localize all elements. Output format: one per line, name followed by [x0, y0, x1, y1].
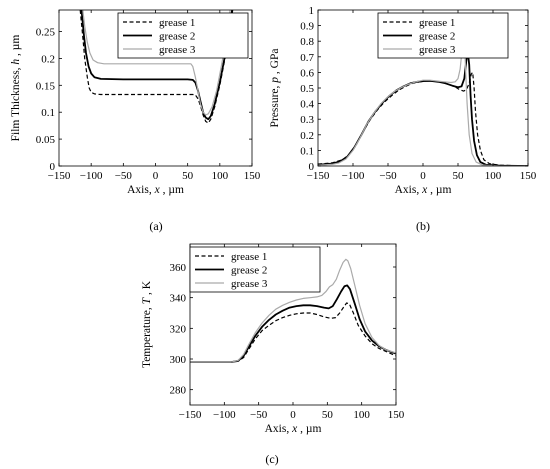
legend-label: grease 3 — [419, 44, 456, 56]
x-tick-label: −150 — [48, 170, 71, 182]
y-tick-label: 0 — [50, 161, 56, 173]
x-tick-label: 100 — [212, 170, 229, 182]
x-tick-label: 150 — [520, 170, 537, 182]
series-line-grease-2 — [80, 10, 233, 121]
y-tick-label: 280 — [170, 385, 187, 397]
legend-label: grease 2 — [231, 265, 267, 277]
y-tick-label: 0 — [309, 161, 315, 173]
x-tick-label: 0 — [420, 170, 426, 182]
legend-label: grease 1 — [419, 17, 455, 29]
legend-label: grease 3 — [231, 278, 268, 290]
x-tick-label: −50 — [250, 409, 268, 421]
x-tick-label: −100 — [213, 409, 236, 421]
y-tick-label: 300 — [170, 354, 187, 366]
x-tick-label: −100 — [342, 170, 365, 182]
series-line-grease-3 — [82, 10, 231, 116]
panel-a-chart: −150 −100 −50 0 50 100 150 0 0.05 0.1 0.15 0.2 0.25 A… — [10, 9, 261, 233]
y-tick-label: 360 — [170, 262, 187, 274]
y-tick-label: 0.5 — [300, 83, 314, 95]
panel-b-caption: (b) — [416, 219, 430, 233]
x-axis-label: Axis, x , µm — [127, 184, 184, 196]
y-tick-label: 0.2 — [300, 130, 314, 142]
y-tick-label: 0.6 — [300, 67, 314, 79]
y-axis-label: Pressure, p , GPa — [269, 49, 281, 128]
y-tick-label: 0.1 — [300, 145, 314, 157]
y-tick-label: 0.3 — [300, 114, 314, 126]
x-tick-label: 50 — [453, 170, 465, 182]
series-line-grease-1 — [190, 302, 396, 363]
y-tick-label: 1 — [309, 5, 315, 17]
y-axis-label: Film Thickness, h , µm — [10, 35, 22, 142]
legend-label: grease 2 — [419, 31, 455, 43]
series-line-grease-3 — [190, 258, 396, 363]
legend-label: grease 3 — [159, 44, 196, 56]
legend-label: grease 1 — [231, 251, 267, 263]
x-tick-label: −150 — [179, 409, 202, 421]
series-line-grease-1 — [318, 71, 528, 166]
x-tick-label: 100 — [485, 170, 502, 182]
y-tick-label: 340 — [170, 293, 187, 305]
y-tick-label: 0.8 — [300, 36, 314, 48]
x-tick-label: −50 — [379, 170, 397, 182]
legend-label: grease 2 — [159, 31, 195, 43]
y-axis-label: Temperature, T , K — [141, 280, 153, 368]
x-axis-label: Axis, x , µm — [265, 423, 322, 435]
y-tick-label: 0.05 — [36, 134, 56, 146]
x-tick-label: 100 — [353, 409, 370, 421]
panel-b-chart: −150 −100 −50 0 50 100 150 0 0.1 0.2 0.3 0.4 0.5 0.6 0… — [269, 5, 537, 233]
x-tick-label: 0 — [290, 409, 296, 421]
legend-label: grease 1 — [159, 17, 195, 29]
x-tick-label: −150 — [307, 170, 330, 182]
y-tick-label: 320 — [170, 323, 187, 335]
y-tick-label: 0.7 — [300, 52, 314, 64]
series-line-grease-2 — [190, 284, 396, 363]
x-tick-label: −50 — [115, 170, 133, 182]
x-tick-label: 50 — [322, 409, 334, 421]
x-tick-label: 50 — [182, 170, 194, 182]
y-tick-label: 0.9 — [300, 21, 314, 33]
series-line-grease-3 — [318, 26, 528, 166]
x-tick-label: −100 — [80, 170, 103, 182]
x-axis-label: Axis, x , µm — [395, 184, 452, 196]
y-tick-label: 0.4 — [300, 99, 314, 111]
panel-a-caption: (a) — [149, 219, 162, 233]
x-tick-label: 150 — [388, 409, 405, 421]
panel-c-caption: (c) — [265, 452, 278, 466]
series-line-grease-2 — [318, 51, 528, 166]
y-tick-label: 0.15 — [36, 80, 56, 92]
x-tick-label: 0 — [153, 170, 159, 182]
panel-c-chart: −150 −100 −50 0 50 100 150 280 300 320 340 360 Axis,… — [141, 243, 405, 466]
x-tick-label: 150 — [244, 170, 261, 182]
y-tick-label: 0.1 — [41, 107, 55, 119]
y-tick-label: 0.2 — [41, 53, 55, 65]
y-tick-label: 0.25 — [36, 27, 56, 39]
